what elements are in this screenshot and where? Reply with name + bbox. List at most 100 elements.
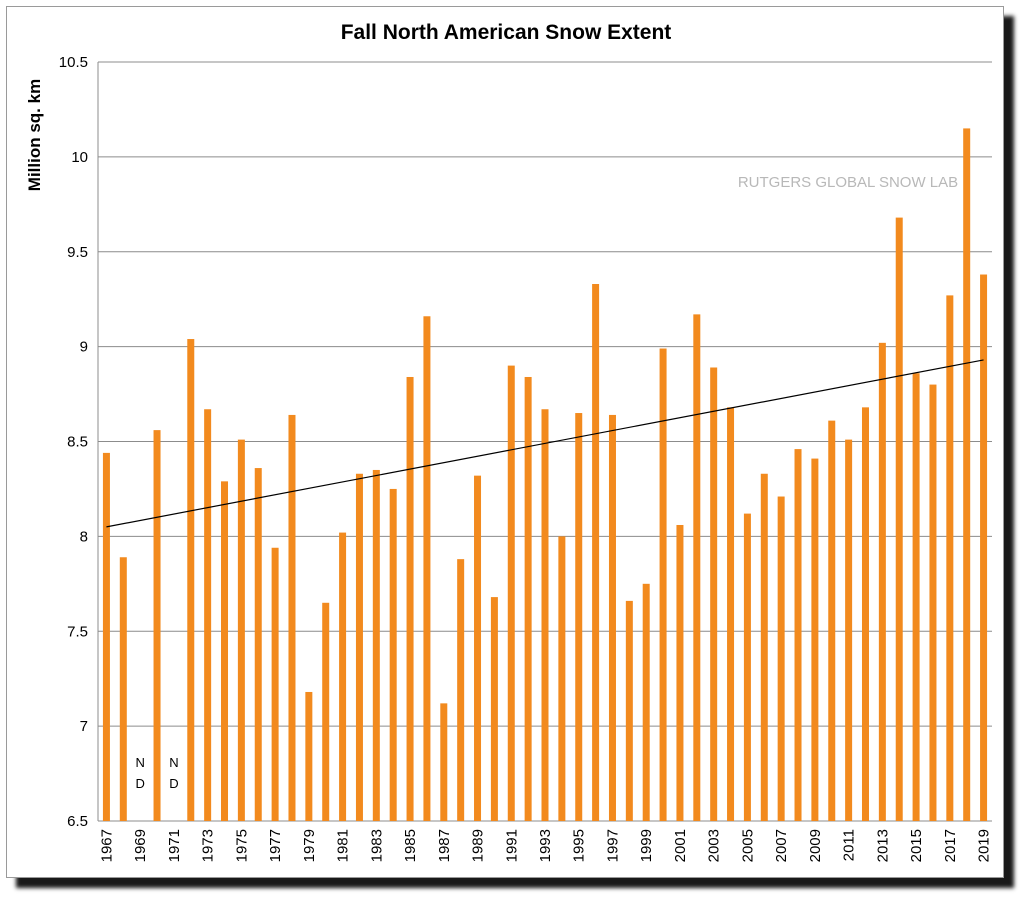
bar-2016 xyxy=(929,384,937,821)
bar-2005 xyxy=(743,513,751,821)
x-tick-label: 2001 xyxy=(672,829,689,862)
bar-1973 xyxy=(204,409,212,821)
bar-2000 xyxy=(659,348,667,821)
y-tick-label: 10.5 xyxy=(59,54,88,71)
chart-title: Fall North American Snow Extent xyxy=(341,21,672,44)
x-tick-label: 1983 xyxy=(368,829,385,862)
y-axis-label: Million sq. km xyxy=(25,79,44,191)
bar-1991 xyxy=(507,365,515,821)
bar-2001 xyxy=(676,524,684,821)
no-data-label: D xyxy=(169,776,178,791)
x-tick-label: 2013 xyxy=(874,829,891,862)
x-tick-label: 1975 xyxy=(233,829,250,862)
bar-1985 xyxy=(406,376,414,821)
bar-1997 xyxy=(608,414,616,821)
bar-1977 xyxy=(271,547,279,821)
bar-1996 xyxy=(592,284,600,821)
x-tick-label: 1977 xyxy=(267,829,284,862)
x-tick-label: 1989 xyxy=(470,829,487,862)
bar-2017 xyxy=(946,295,954,822)
bar-2018 xyxy=(963,128,971,822)
trend-line-group xyxy=(106,359,984,528)
bar-1982 xyxy=(355,473,363,821)
x-tick-label: 2009 xyxy=(807,829,824,862)
x-tick-label: 1973 xyxy=(200,829,217,862)
bar-1983 xyxy=(372,469,380,821)
bar-1972 xyxy=(187,339,195,821)
bar-1979 xyxy=(305,691,313,821)
x-tick-label: 2003 xyxy=(706,829,723,862)
chart-frame: Fall North American Snow Extent Million … xyxy=(6,6,1004,878)
bar-1975 xyxy=(237,439,245,821)
x-tick-label: 1999 xyxy=(638,829,655,862)
x-tick-labels: 1967 1969 1971 1973 1975 1977 1979 1981 1983 1985… xyxy=(98,829,992,862)
x-tick-label: 1991 xyxy=(503,829,520,862)
y-tick-labels: 6.5 7 7.5 8 8.5 9 9.5 10 10.5 xyxy=(59,54,88,830)
x-tick-label: 1995 xyxy=(571,829,588,862)
x-tick-label: 1987 xyxy=(436,829,453,862)
y-tick-label: 6.5 xyxy=(67,813,88,830)
x-tick-label: 1979 xyxy=(301,829,318,862)
bar-1970 xyxy=(153,430,161,821)
trend-line xyxy=(106,359,984,528)
y-tick-label: 8.5 xyxy=(67,434,88,451)
bar-1989 xyxy=(474,475,482,821)
bar-1981 xyxy=(339,532,347,821)
bar-2004 xyxy=(727,407,735,821)
y-tick-label: 7.5 xyxy=(67,623,88,640)
bar-2007 xyxy=(777,496,785,821)
bar-1986 xyxy=(423,316,431,821)
watermark: RUTGERS GLOBAL SNOW LAB xyxy=(738,174,958,191)
bar-2011 xyxy=(845,439,853,821)
bars xyxy=(102,128,988,822)
x-tick-label: 2011 xyxy=(841,829,858,861)
y-tick-label: 9.5 xyxy=(67,244,88,261)
bar-2019 xyxy=(980,274,988,821)
x-tick-label: 1967 xyxy=(98,829,115,862)
bar-1987 xyxy=(440,703,448,821)
no-data-label: N xyxy=(135,755,144,770)
bar-2008 xyxy=(794,449,802,821)
bar-1968 xyxy=(119,557,127,821)
bar-1990 xyxy=(490,597,498,821)
bar-1998 xyxy=(625,600,633,821)
x-tick-label: 2017 xyxy=(942,829,959,862)
y-tick-label: 9 xyxy=(80,339,88,356)
x-tick-label: 1985 xyxy=(402,829,419,862)
bar-2014 xyxy=(895,217,903,822)
bar-1988 xyxy=(457,559,465,821)
bar-1993 xyxy=(541,409,549,821)
bar-2009 xyxy=(811,458,819,821)
bar-1976 xyxy=(254,468,262,821)
no-data-label: N xyxy=(169,755,178,770)
x-tick-label: 2015 xyxy=(908,829,925,862)
bar-1994 xyxy=(558,536,566,821)
x-tick-label: 2007 xyxy=(773,829,790,862)
bar-1995 xyxy=(575,413,583,821)
bar-2012 xyxy=(861,407,869,821)
bar-2002 xyxy=(693,314,701,821)
bar-1992 xyxy=(524,376,532,821)
chart-svg: Fall North American Snow Extent Million … xyxy=(25,21,993,862)
bar-1984 xyxy=(389,488,397,821)
x-tick-label: 1981 xyxy=(335,829,352,862)
bar-2003 xyxy=(710,367,718,821)
bar-1980 xyxy=(322,602,330,821)
no-data-label: D xyxy=(135,776,144,791)
bar-1967 xyxy=(102,452,110,821)
y-tick-label: 7 xyxy=(80,718,88,735)
x-tick-label: 2019 xyxy=(976,829,993,862)
bar-1978 xyxy=(288,414,296,821)
bar-1974 xyxy=(221,481,229,821)
x-tick-label: 1969 xyxy=(132,829,149,862)
bar-1999 xyxy=(642,583,650,821)
bar-2013 xyxy=(878,342,886,821)
bar-2006 xyxy=(760,473,768,821)
y-tick-label: 10 xyxy=(71,149,88,166)
x-tick-label: 1971 xyxy=(166,829,183,862)
bar-2015 xyxy=(912,373,920,821)
bar-2010 xyxy=(828,420,836,821)
x-tick-label: 2005 xyxy=(739,829,756,862)
y-tick-label: 8 xyxy=(80,528,88,545)
